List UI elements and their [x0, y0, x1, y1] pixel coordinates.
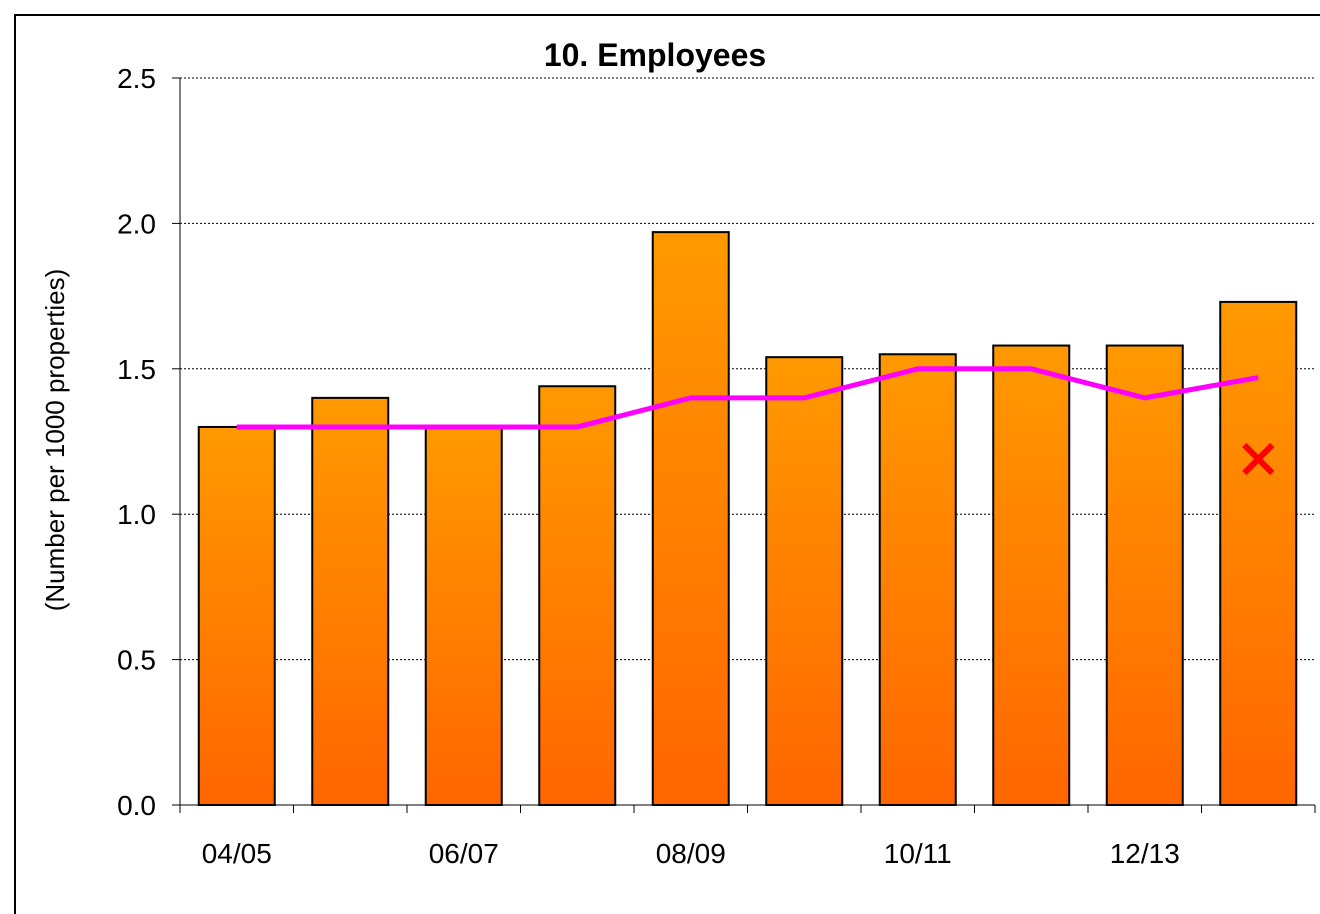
y-tick-label: 0.5	[117, 645, 156, 676]
bar-08-09	[651, 231, 730, 806]
y-tick-label: 1.5	[117, 354, 156, 385]
x-tick-label: 10/11	[884, 838, 952, 869]
marker-layer	[1242, 442, 1275, 476]
y-tick-label: 0.0	[117, 790, 156, 821]
trend-line	[236, 366, 1259, 430]
axes	[172, 77, 1316, 813]
y-tick-label: 2.0	[117, 208, 156, 239]
bar-06-07	[424, 425, 503, 806]
x-tick-label: 08/09	[656, 838, 726, 869]
bar-13-14	[1219, 300, 1298, 806]
x-tick-label: 06/07	[429, 838, 499, 869]
bar-11-12	[992, 344, 1071, 806]
y-tick-label: 2.5	[117, 63, 156, 94]
x-marker	[1242, 442, 1275, 476]
bar-05-06	[311, 396, 390, 806]
y-axis-title: (Number per 1000 properties)	[40, 269, 70, 612]
bar-09-10	[765, 356, 844, 806]
bar-04-05	[197, 425, 276, 806]
y-tick-labels: 0.0 0.5 1.0 1.5 2.0 2.5	[117, 63, 156, 821]
chart-title: 10. Employees	[544, 37, 766, 73]
y-tick-label: 1.0	[117, 499, 156, 530]
x-tick-label: 12/13	[1110, 838, 1180, 869]
bar-07-08	[538, 385, 617, 806]
x-tick-label: 04/05	[202, 838, 272, 869]
x-tick-labels: 04/05 06/07 08/09 10/11 12/13	[202, 838, 1180, 869]
trend-line-layer	[236, 366, 1259, 430]
bars	[197, 231, 1298, 806]
bar-12-13	[1105, 344, 1184, 806]
bar-10-11	[878, 353, 957, 806]
